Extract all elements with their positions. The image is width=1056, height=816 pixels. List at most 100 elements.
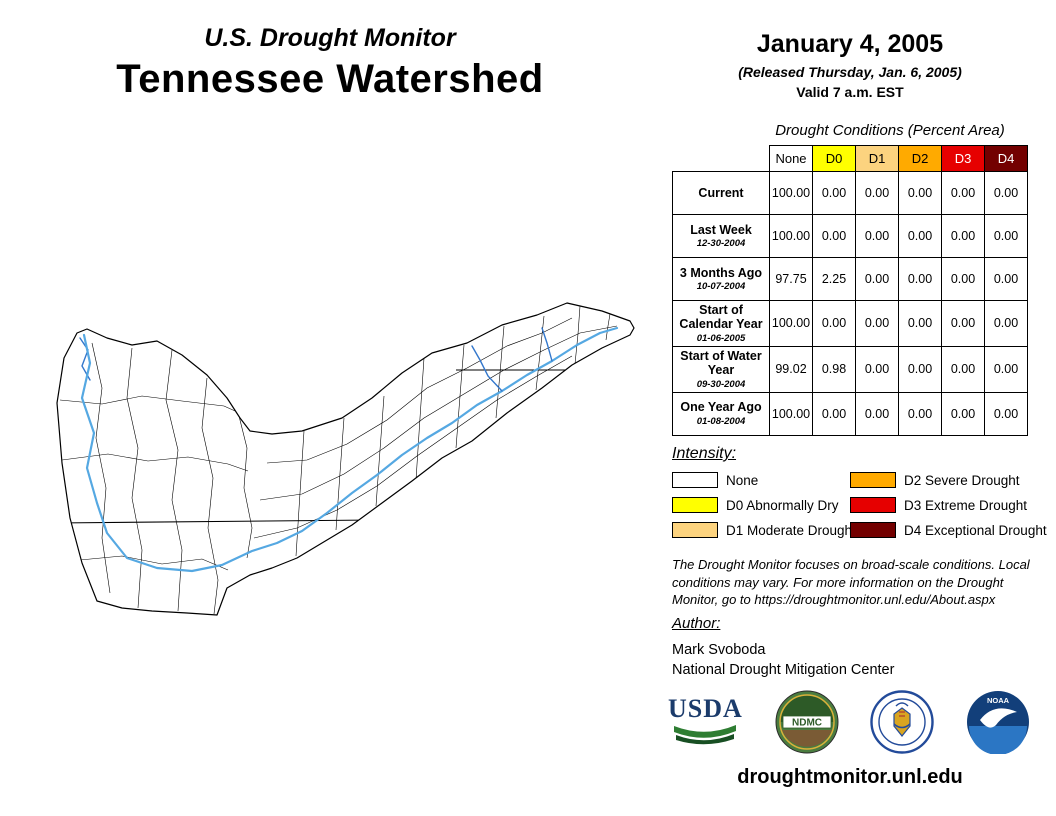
value-cell: 100.00	[769, 300, 813, 347]
usda-logo: USDA	[668, 696, 743, 748]
legend-label: None	[726, 472, 759, 488]
ndmc-logo-text: NDMC	[792, 718, 822, 729]
legend-item-d4: D4 Exceptional Drought	[850, 522, 1047, 538]
value-cell: 0.00	[984, 300, 1028, 347]
column-header-d0: D0	[812, 145, 856, 172]
watershed-boundary	[56, 302, 635, 616]
value-cell: 0.00	[941, 257, 985, 301]
footer-url: droughtmonitor.unl.edu	[737, 766, 963, 788]
value-cell: 0.00	[898, 257, 942, 301]
commerce-seal-logo	[870, 690, 934, 754]
title-block: U.S. Drought Monitor Tennessee Watershed	[0, 24, 660, 102]
column-header-d4: D4	[984, 145, 1028, 172]
commerce-seal-icon	[870, 690, 934, 754]
table-row-current: Current 100.00 0.00 0.00 0.00 0.00 0.00	[672, 171, 1028, 215]
noaa-seal-icon: NOAA	[967, 691, 1029, 754]
value-cell: 0.00	[898, 171, 942, 215]
d4-color-swatch	[850, 522, 896, 538]
region-title: Tennessee Watershed	[116, 57, 544, 101]
value-cell: 0.00	[898, 345, 942, 393]
d1-color-swatch	[672, 522, 718, 538]
value-cell: 0.00	[855, 214, 899, 258]
tennessee-river	[79, 326, 619, 573]
row-label: 3 Months Ago 10-07-2004	[672, 257, 770, 301]
county-lines	[59, 305, 618, 615]
row-label-text: One Year Ago	[680, 400, 762, 415]
column-header-none: None	[769, 145, 813, 172]
usda-swoosh-icon	[674, 725, 737, 745]
legend-label: D1 Moderate Drought	[726, 522, 856, 538]
author-heading: Author:	[672, 615, 721, 632]
table-row-3-months-ago: 3 Months Ago 10-07-2004 97.75 2.25 0.00 …	[672, 257, 1028, 301]
noaa-logo-text: NOAA	[987, 696, 1010, 705]
value-cell: 0.00	[941, 345, 985, 393]
value-cell: 100.00	[769, 214, 813, 258]
drought-table-section: Drought Conditions (Percent Area) None D…	[672, 122, 1028, 436]
table-corner-cell	[672, 145, 770, 172]
value-cell: 0.00	[855, 171, 899, 215]
legend-item-none: None	[672, 472, 850, 488]
row-label-text: Current	[698, 185, 744, 200]
none-color-swatch	[672, 472, 718, 488]
d3-color-swatch	[850, 497, 896, 513]
row-label: One Year Ago 01-08-2004	[672, 391, 770, 436]
table-row-one-year-ago: One Year Ago 01-08-2004 100.00 0.00 0.00…	[672, 391, 1028, 436]
legend-label: D0 Abnormally Dry	[726, 497, 839, 513]
legend-item-d3: D3 Extreme Drought	[850, 497, 1034, 513]
report-date: January 4, 2005	[756, 30, 944, 58]
row-date-text: 10-07-2004	[696, 281, 746, 293]
legend-title: Intensity:	[672, 445, 737, 462]
row-label-text: 3 Months Ago	[679, 265, 763, 280]
noaa-logo: NOAA	[966, 690, 1030, 754]
value-cell: 0.00	[941, 300, 985, 347]
column-header-d1: D1	[855, 145, 899, 172]
disclaimer-text: The Drought Monitor focuses on broad-sca…	[672, 557, 1030, 608]
row-date-text: 01-06-2005	[696, 332, 746, 344]
row-label-text: Last Week	[690, 222, 752, 237]
value-cell: 0.00	[855, 391, 899, 436]
legend-label: D4 Exceptional Drought	[904, 522, 1047, 538]
row-label: Current	[672, 171, 770, 215]
table-row-start-of-water-year: Start of Water Year 09-30-2004 99.02 0.9…	[672, 345, 1028, 393]
monitor-title: U.S. Drought Monitor	[204, 24, 456, 52]
ndmc-seal-icon: NDMC	[775, 690, 839, 754]
author-name: Mark Svoboda	[672, 642, 766, 658]
value-cell: 99.02	[769, 345, 813, 393]
row-label: Last Week 12-30-2004	[672, 214, 770, 258]
value-cell: 0.00	[984, 257, 1028, 301]
column-header-d3: D3	[941, 145, 985, 172]
row-label: Start of Water Year 09-30-2004	[672, 345, 770, 393]
valid-time: Valid 7 a.m. EST	[796, 84, 904, 100]
value-cell: 0.00	[984, 345, 1028, 393]
value-cell: 0.00	[812, 171, 856, 215]
value-cell: 0.00	[941, 214, 985, 258]
watershed-map-svg	[56, 302, 635, 616]
value-cell: 0.00	[941, 171, 985, 215]
drought-conditions-table: None D0 D1 D2 D3 D4 Current 100.00 0.00 …	[672, 145, 1028, 436]
date-block: January 4, 2005 (Released Thursday, Jan.…	[672, 30, 1028, 100]
value-cell: 0.00	[812, 391, 856, 436]
value-cell: 0.00	[812, 300, 856, 347]
value-cell: 0.00	[855, 300, 899, 347]
legend-item-d1: D1 Moderate Drought	[672, 522, 856, 538]
value-cell: 0.98	[812, 345, 856, 393]
d2-color-swatch	[850, 472, 896, 488]
ndmc-logo: NDMC	[775, 690, 839, 754]
value-cell: 2.25	[812, 257, 856, 301]
value-cell: 0.00	[941, 391, 985, 436]
row-label-text: Start of Water Year	[680, 348, 762, 378]
legend-item-d2: D2 Severe Drought	[850, 472, 1034, 488]
value-cell: 100.00	[769, 391, 813, 436]
tennessee-watershed-map	[32, 288, 652, 638]
value-cell: 0.00	[855, 257, 899, 301]
value-cell: 97.75	[769, 257, 813, 301]
table-caption: Drought Conditions (Percent Area)	[775, 122, 1005, 139]
usda-logo-text: USDA	[668, 694, 743, 723]
author-block: Author: Mark Svoboda National Drought Mi…	[672, 615, 894, 678]
logo-row: USDA NDMC NOAA	[668, 690, 1030, 754]
table-header-row: None D0 D1 D2 D3 D4	[672, 145, 1028, 172]
value-cell: 0.00	[898, 214, 942, 258]
value-cell: 0.00	[984, 171, 1028, 215]
row-label: Start of Calendar Year 01-06-2005	[672, 300, 770, 347]
legend-label: D2 Severe Drought	[904, 472, 1020, 488]
